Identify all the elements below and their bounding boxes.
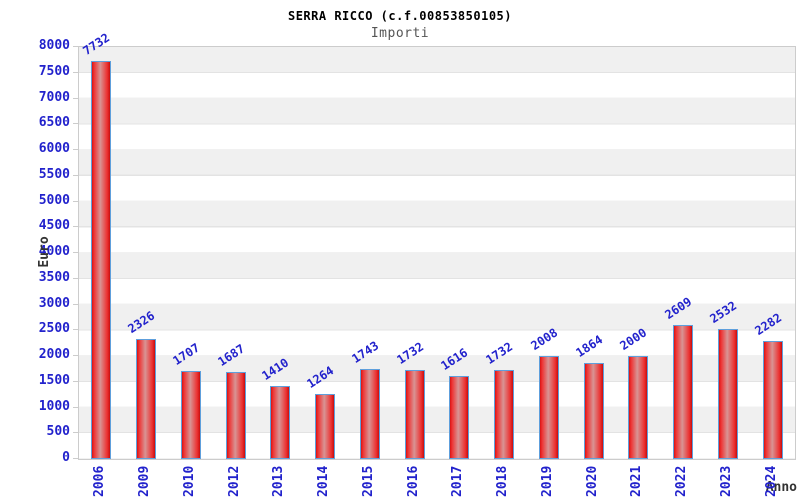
bar-value-label: 1864 xyxy=(573,332,605,360)
x-tick-label: 2018 xyxy=(495,465,511,497)
bar-value-label: 1410 xyxy=(259,355,292,383)
y-tick-label: 1500 xyxy=(38,372,70,388)
bar-2012 xyxy=(225,372,246,459)
y-tick-mark xyxy=(73,46,78,47)
x-tick-label: 2017 xyxy=(450,465,466,497)
chart-subtitle: Importi xyxy=(370,26,430,41)
bar-2021 xyxy=(628,356,649,459)
x-tick-label: 2023 xyxy=(718,465,734,497)
bar-value-label: 1732 xyxy=(394,339,426,367)
y-tick-label: 6000 xyxy=(38,141,70,156)
y-tick-label: 4000 xyxy=(38,244,70,259)
y-tick-mark xyxy=(73,71,78,73)
y-axis-title: Euro xyxy=(37,236,52,268)
y-tick-label: 4500 xyxy=(38,218,70,234)
bar-value-label: 2326 xyxy=(125,308,158,336)
x-tick-label: 2022 xyxy=(674,465,690,497)
y-tick-label: 1000 xyxy=(38,398,70,414)
x-tick-label: 2016 xyxy=(405,465,421,497)
x-tick-label: 2010 xyxy=(181,465,197,497)
bar-value-label: 1687 xyxy=(215,341,247,369)
bar-2024 xyxy=(762,341,783,459)
bar-value-label: 1264 xyxy=(304,363,337,391)
x-axis-title: Anno xyxy=(765,480,797,495)
bar-2015 xyxy=(359,369,380,459)
bar-value-label: 1743 xyxy=(349,338,382,366)
y-tick-mark xyxy=(73,226,78,228)
bar-value-label: 2609 xyxy=(662,294,695,322)
x-tick-label: 2009 xyxy=(137,465,153,497)
bar-2022 xyxy=(673,325,694,459)
bar-value-label: 1707 xyxy=(170,340,203,368)
bar-2019 xyxy=(538,356,559,459)
y-tick-mark xyxy=(73,303,78,305)
bar-2013 xyxy=(270,386,291,459)
plot-area: 7732 2326 1707 1687 1410 1264 1743 1732 1616 1732… xyxy=(78,31,796,460)
bar-value-label: 2000 xyxy=(617,325,650,353)
bar-2018 xyxy=(494,370,515,459)
bar-value-label: 2282 xyxy=(752,310,784,338)
y-tick-label: 5500 xyxy=(38,166,70,182)
y-tick-label: 3000 xyxy=(38,295,70,311)
bar-2023 xyxy=(717,329,738,459)
y-tick-mark xyxy=(73,252,78,253)
bar-2014 xyxy=(315,394,336,459)
bar-value-label: 1732 xyxy=(483,339,516,367)
x-tick-label: 2020 xyxy=(584,465,600,497)
bar-2010 xyxy=(180,371,201,459)
bar-2009 xyxy=(136,339,157,459)
y-tick-mark xyxy=(73,174,78,176)
y-tick-label: 6500 xyxy=(38,115,70,131)
y-tick-mark xyxy=(73,458,78,459)
bar-value-label: 2532 xyxy=(707,298,740,326)
x-tick-label: 2012 xyxy=(226,465,242,497)
y-tick-label: 3500 xyxy=(38,269,70,285)
bar-2020 xyxy=(583,363,604,459)
y-tick-mark xyxy=(73,277,78,279)
x-tick-label: 2014 xyxy=(316,465,332,497)
y-tick-mark xyxy=(73,200,78,202)
y-tick-label: 500 xyxy=(46,424,70,440)
y-tick-label: 2000 xyxy=(38,347,70,362)
x-tick-label: 2013 xyxy=(271,465,287,497)
x-tick-label: 2021 xyxy=(629,465,645,497)
y-tick-label: 7500 xyxy=(38,63,70,79)
y-tick-mark xyxy=(73,149,78,150)
x-tick-label: 2006 xyxy=(92,465,108,497)
y-tick-mark xyxy=(73,406,78,408)
y-tick-mark xyxy=(73,355,78,356)
bar-2016 xyxy=(404,370,425,459)
x-tick-label: 2015 xyxy=(360,465,376,497)
bar-2006 xyxy=(91,61,112,459)
y-tick-mark xyxy=(73,329,78,331)
x-tick-label: 2019 xyxy=(539,465,555,497)
y-tick-label: 7000 xyxy=(38,89,70,105)
bar-value-label: 1616 xyxy=(438,345,471,373)
y-tick-label: 5000 xyxy=(38,192,70,208)
y-tick-label: 0 xyxy=(62,450,70,465)
chart-title: SERRA RICCO (c.f.00853850105) xyxy=(287,9,512,23)
y-tick-mark xyxy=(73,97,78,99)
bar-2017 xyxy=(449,376,470,459)
y-tick-label: 2500 xyxy=(38,321,70,337)
y-tick-mark xyxy=(73,123,78,125)
x-tick-label: 2024 xyxy=(763,465,779,497)
y-tick-mark xyxy=(73,380,78,382)
y-tick-label: 8000 xyxy=(38,38,70,53)
bar-value-label: 2008 xyxy=(528,325,561,353)
y-tick-mark xyxy=(73,432,78,434)
